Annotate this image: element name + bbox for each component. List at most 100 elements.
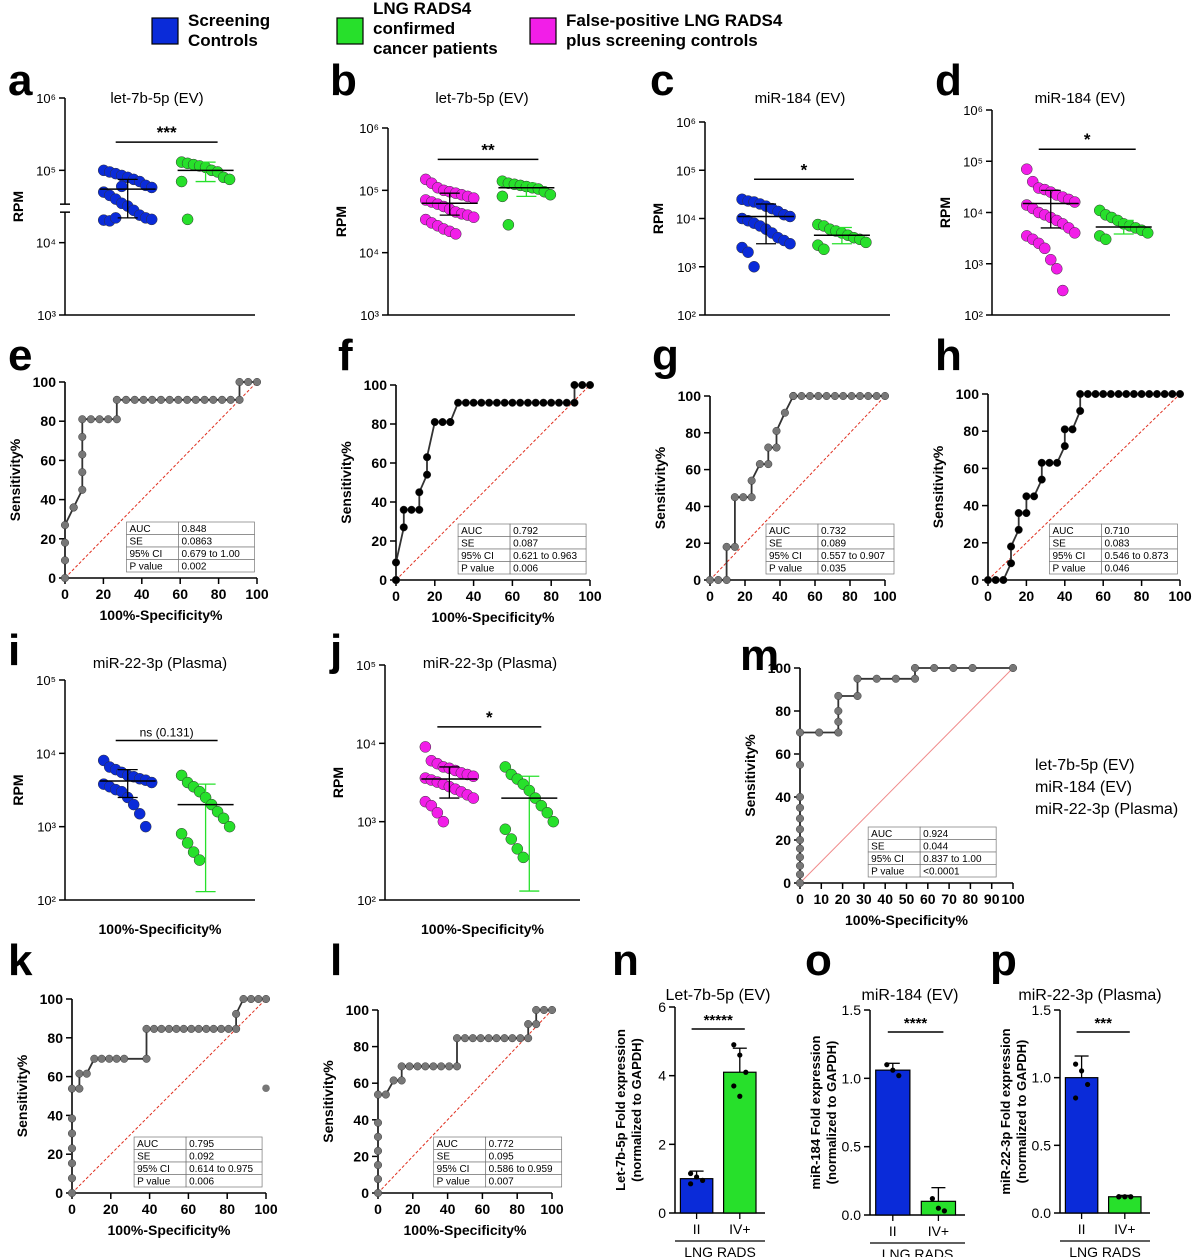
- x-tick-label: 0: [984, 588, 992, 604]
- roc-point: [399, 523, 408, 532]
- roc-point: [911, 674, 920, 683]
- roc-point: [112, 415, 121, 424]
- roc-point: [209, 395, 218, 404]
- series-1: [496, 175, 557, 231]
- legend-label-cancer-line1: LNG RADS4: [373, 0, 472, 18]
- panel-letter: f: [338, 331, 353, 380]
- roc-point: [1114, 390, 1123, 399]
- roc-outlier-point: [262, 1084, 270, 1093]
- sig-label: ns (0.131): [140, 725, 194, 739]
- roc-point: [834, 728, 843, 737]
- roc-point: [67, 1144, 76, 1153]
- stats-value: 0.007: [489, 1177, 514, 1188]
- x-tick-label: 40: [440, 1201, 456, 1217]
- y-tick-label: 100: [768, 660, 792, 676]
- y-tick-label: 40: [353, 1112, 369, 1128]
- y-tick-label: 10⁴: [676, 212, 696, 227]
- roc-point: [469, 398, 478, 407]
- y-tick-label: 60: [963, 460, 979, 476]
- y-tick-label: 20: [963, 535, 979, 551]
- data-point: [1099, 233, 1112, 246]
- data-point: [467, 770, 480, 783]
- x-tick-label: 100: [245, 586, 269, 602]
- legend: Screening Controls LNG RADS4 confirmed c…: [151, 0, 783, 58]
- y-tick-label: 1.5: [1032, 1002, 1052, 1018]
- data-point: [133, 808, 146, 820]
- roc-point: [445, 1062, 454, 1071]
- y-axis-label: miR-22-3p Fold expression: [998, 1028, 1013, 1194]
- replicate-point: [1122, 1194, 1128, 1200]
- roc-point: [183, 395, 192, 404]
- sig-label: ****: [904, 1015, 928, 1032]
- roc-point: [1022, 509, 1031, 518]
- y-tick-label: 10⁴: [359, 246, 379, 261]
- stats-table: AUC 0.772 SE 0.095 95% CI 0.586 to 0.959 P val…: [433, 1136, 563, 1188]
- y-tick-label: 80: [685, 425, 701, 441]
- roc-point: [508, 398, 517, 407]
- x-tick-label: 40: [772, 588, 788, 604]
- x-tick-label: 20: [96, 586, 112, 602]
- data-point: [748, 261, 760, 273]
- roc-point: [1168, 390, 1177, 399]
- roc-point: [839, 392, 848, 401]
- stats-cell: [178, 559, 255, 573]
- roc-point: [1129, 390, 1138, 399]
- stats-key: AUC: [137, 1139, 158, 1150]
- roc-point: [430, 418, 439, 427]
- x-axis-label: LNG RADS: [1069, 1244, 1141, 1257]
- roc-point: [244, 378, 253, 387]
- roc-point: [232, 1009, 241, 1018]
- y-tick-label: 80: [775, 703, 791, 719]
- stats-cell: [485, 1174, 563, 1188]
- panel-j: j miR-22-3p (Plasma) RPM 10² 10³ 10⁴ 10⁵ 100%-S…: [329, 626, 580, 937]
- data-point: [818, 243, 830, 256]
- roc-point: [226, 395, 235, 404]
- roc-point: [516, 398, 525, 407]
- data-point: [1056, 284, 1069, 297]
- data-point: [193, 854, 206, 866]
- data-point: [181, 837, 194, 849]
- x-tick-label: 60: [172, 586, 188, 602]
- replicate-point: [896, 1073, 902, 1079]
- data-point: [467, 211, 480, 223]
- replicate-point: [1116, 1194, 1122, 1200]
- y-tick-label: 6: [658, 999, 666, 1015]
- roc-point: [834, 691, 843, 700]
- stats-table: AUC 0.792 SE 0.087 95% CI 0.621 to 0.963 P val…: [457, 523, 587, 575]
- roc-point: [1106, 390, 1115, 399]
- roc-point: [187, 1024, 196, 1033]
- replicate-point: [743, 1069, 749, 1075]
- x-tick-label: 40: [1057, 588, 1073, 604]
- stats-table: AUC 0.795 SE 0.092 95% CI 0.614 to 0.975 P val…: [133, 1136, 263, 1188]
- combined-model-label: miR-184 (EV): [1035, 779, 1132, 796]
- x-tick-label: 20: [1019, 588, 1035, 604]
- roc-point: [75, 1069, 84, 1078]
- roc-point: [374, 1146, 383, 1155]
- y-tick-label: 20: [775, 832, 791, 848]
- stats-cell: [185, 1174, 263, 1188]
- stats-value: 0.586 to 0.959: [489, 1164, 553, 1175]
- roc-point: [881, 392, 890, 401]
- roc-point: [830, 392, 839, 401]
- y-tick-label: 10⁵: [36, 163, 56, 178]
- y-tick-label: 0: [55, 1185, 63, 1201]
- roc-point: [374, 1188, 383, 1197]
- series-0: [419, 741, 480, 828]
- x-tick-label: 100: [1001, 891, 1025, 907]
- y-tick-label: 10⁵: [676, 163, 696, 178]
- stats-value: <0.0001: [923, 867, 960, 878]
- roc-point: [524, 1034, 533, 1043]
- y-tick-label: 10⁶: [676, 115, 696, 130]
- roc-point: [714, 576, 723, 585]
- y-tick-label: 10³: [357, 815, 376, 830]
- y-tick-label: 0.0: [842, 1207, 862, 1223]
- x-tick-label: IV+: [1114, 1221, 1135, 1237]
- roc-point: [78, 485, 87, 494]
- roc-point: [789, 392, 798, 401]
- y-axis-label: Sensitivity%: [14, 1054, 30, 1137]
- y-axis-label: Sensitivity%: [930, 445, 946, 528]
- roc-point: [747, 493, 756, 502]
- roc-point: [930, 664, 939, 673]
- x-tick-label: 10: [814, 891, 830, 907]
- x-tick-label: 100: [873, 588, 897, 604]
